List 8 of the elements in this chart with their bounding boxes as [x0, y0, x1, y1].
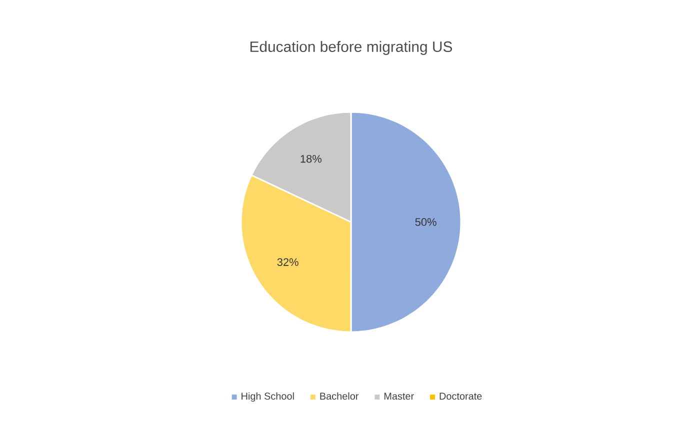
data-label: 32%: [277, 258, 298, 266]
data-label: 18%: [300, 154, 322, 163]
legend-label: Bachelor: [320, 392, 359, 400]
data-label: 50%: [415, 218, 436, 226]
chart-title: Education before migrating US: [250, 41, 452, 55]
legend-label: Doctorate: [440, 392, 482, 400]
legend-label: High School: [242, 392, 294, 402]
legend-label: Master: [384, 392, 414, 400]
